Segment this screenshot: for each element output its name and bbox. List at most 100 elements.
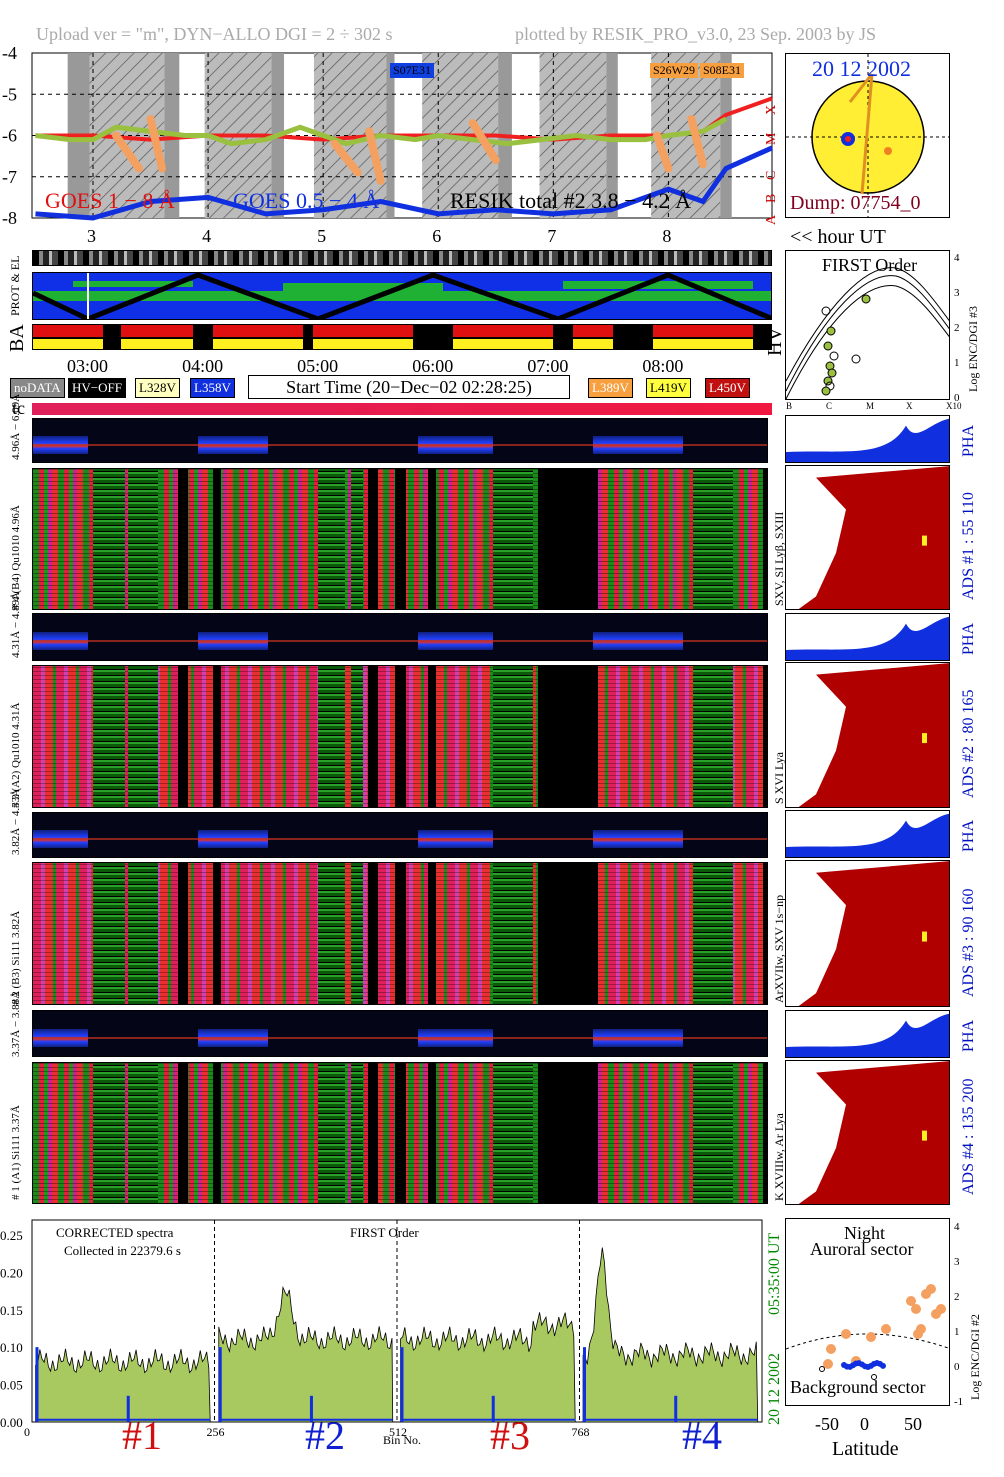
fo-ytick-0: 0 [954,392,960,404]
green-col-7-0 [93,1063,125,1203]
first-order-dot-6 [851,354,861,364]
resik-series [35,116,728,147]
green-col-1-1 [128,469,158,609]
lat-aurora-dot-12 [823,1359,833,1369]
gap-col-1-5 [538,469,598,609]
gap-col-5-0 [178,863,188,1004]
profile-svg-4 [786,813,949,857]
pha-line-0 [33,444,767,446]
profile-svg-3 [798,663,949,807]
region-label-3: S08E31 [700,63,745,78]
gap-col-3-1 [213,666,221,807]
legend-l358: L358V [190,378,235,398]
pha-profile-2 [786,616,949,660]
time-label-3: 06:00 [412,356,454,376]
goes-ytick-3: -7 [2,167,17,187]
ba-yellow-1 [121,339,193,349]
hour-tick-2: 5 [317,226,327,246]
spectrum-area-1 [218,1285,394,1423]
sun-axis [860,73,874,195]
ads-profile-7 [798,1061,949,1204]
gap-col-5-6 [763,863,767,1004]
pha-line-2 [33,640,767,642]
goes-lightcurve-chart: -4 -5 -6 -7 -8 GOES 1 − 8 Å GOES 0.5 − 4 Å R… [0,43,780,230]
legend-start-time: Start Time (20−Dec−02 02:28:25) [248,375,570,399]
ads-label-2: ADS #3 : 90 160 [960,888,977,997]
ba-red-0 [33,325,103,337]
gap-col-3-3 [395,666,406,807]
spectrum-area-3 [582,1247,759,1423]
profile-panel-7 [785,1060,950,1205]
spectrum-ytick-1: 0.05 [0,1378,23,1393]
sun-spot-1-core [845,136,851,142]
gap-col-7-6 [763,1063,767,1203]
green-col-5-5 [693,863,733,1004]
tc-strip [32,403,772,415]
ads-profile-1 [798,466,949,609]
green-col-7-5 [693,1063,733,1203]
first-order-dot-7 [861,294,871,304]
channel-number-2: #3 [490,1413,530,1458]
spectrum-xtick-1: 256 [207,1425,225,1439]
corrected-spectrum-chart: 0.00 0.05 0.10 0.15 0.20 0.25 0 256 512 768 CORRE… [0,1215,783,1447]
spectrum-ytick-0: 0.00 [0,1415,23,1430]
pha-profile-0 [786,418,949,462]
gap-col-7-4 [428,1063,436,1203]
region-label-2: S26W29 [650,63,698,78]
pha-label-0: PHA [960,424,977,457]
channel-line-label-3: K XVIIIw, Ar Lya [772,1113,786,1201]
spectrum-ytick-4: 0.20 [0,1265,23,1280]
latitude-scatter: Night Auroral sector Background sector [785,1218,950,1406]
lat-aurora-dot-1 [841,1329,851,1339]
fo-ytick-1: 1 [954,357,960,369]
ads-profile-3 [798,663,949,807]
first-order-scatter: FIRST Order [785,250,950,400]
fo-ytick-4: 4 [954,252,960,264]
sun-disk-svg [786,54,949,217]
goes-class-a: A [764,214,779,225]
goes-svg: -4 -5 -6 -7 -8 [2,43,774,228]
green-col-1-0 [93,469,125,609]
ba-red-2 [213,325,303,337]
ads-marker-5 [922,931,927,942]
gap-col-3-2 [368,666,378,807]
green-col-3-1 [128,666,158,807]
gap-col-1-6 [763,469,767,609]
gap-col-1-3 [395,469,406,609]
spectrum-ytick-2: 0.10 [0,1340,23,1355]
legend-l419: L419V [646,378,691,398]
lat-ytick-5: 4 [954,1221,960,1233]
green-col-7-4 [493,1063,533,1203]
spectrum-annotation-2: Collected in 22379.6 s [64,1243,181,1258]
hour-tick-3: 6 [432,226,442,246]
channel-left-label-6: 3.37Å − 3.88Å [10,990,22,1057]
ba-red-1 [121,325,193,337]
saa-band-6 [720,53,732,218]
ba-yellow-3 [313,339,413,349]
time-label-0: 03:00 [66,356,108,376]
profile-panel-2 [785,613,950,661]
green-col-3-4 [493,666,533,807]
ads-label-0: ADS #1 : 55 110 [960,492,977,600]
hour-tick-5: 8 [662,226,672,246]
channel-panel-0 [32,418,768,463]
first-order-title: FIRST Order [822,255,918,275]
lat-aurora-dot-0 [826,1344,836,1354]
lat-aurora-dot-11 [936,1304,946,1314]
ba-red-6 [653,325,753,337]
profile-svg-1 [798,466,949,609]
lat-ytick-1: 0 [954,1361,960,1373]
ba-red-5 [573,325,613,337]
channel-line-label-1: S XVI Lya [772,752,786,804]
goes-ytick-1: -5 [2,84,17,104]
lat-open-dot-0 [819,1366,825,1372]
profile-panel-1 [785,465,950,610]
ba-yellow-6 [653,339,753,349]
channel-panel-6 [32,1010,768,1057]
profile-svg-2 [786,616,949,660]
first-order-dot-2 [823,341,833,351]
spectrum-ytick-3: 0.15 [0,1303,23,1318]
channel-panel-5 [32,862,768,1005]
el-strip [32,250,772,266]
green-col-3-0 [93,666,125,807]
